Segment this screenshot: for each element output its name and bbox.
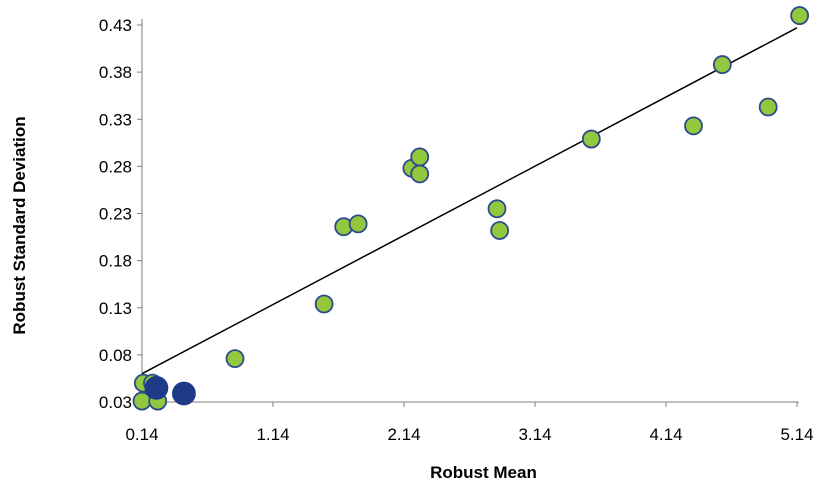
highlight-data-point (172, 381, 196, 406)
y-tick-label: 0.23 (99, 205, 132, 224)
highlight-data-point (144, 375, 169, 400)
data-point (684, 116, 703, 136)
data-point (490, 221, 510, 240)
y-tick-label: 0.13 (99, 299, 132, 318)
x-tick-label: 4.14 (649, 425, 682, 444)
y-tick-label: 0.08 (99, 346, 132, 365)
data-point (790, 6, 810, 25)
axes (141, 19, 799, 403)
x-tick-label: 1.14 (256, 425, 289, 444)
y-tick-label: 0.43 (99, 16, 132, 35)
data-points (132, 6, 810, 411)
x-axis-ticks: 0.14 1.14 2.14 3.14 4.14 5.14 (125, 402, 814, 444)
x-tick-label: 5.14 (780, 425, 813, 444)
y-tick-label: 0.33 (99, 110, 132, 129)
y-tick-label: 0.18 (99, 252, 132, 271)
y-axis-ticks: 0.03 0.08 0.13 0.18 0.23 0.28 0.33 0.38 0.43 (99, 16, 142, 412)
data-point (410, 147, 430, 167)
x-axis-title: Robust Mean (430, 463, 537, 482)
x-tick-label: 3.14 (518, 425, 551, 444)
y-axis-title: Robust Standard Deviation (10, 116, 29, 334)
x-tick-label: 2.14 (387, 425, 420, 444)
y-tick-label: 0.03 (99, 393, 132, 412)
data-point (758, 97, 778, 117)
data-point (410, 164, 430, 184)
data-point (581, 129, 601, 149)
data-point (225, 349, 245, 369)
data-point (712, 55, 732, 74)
data-point (314, 294, 334, 314)
y-tick-label: 0.38 (99, 63, 132, 82)
data-point (348, 214, 368, 234)
x-tick-label: 0.14 (125, 425, 158, 444)
trendline-group (141, 27, 798, 375)
y-tick-label: 0.28 (99, 157, 132, 176)
trendline (141, 27, 798, 375)
data-point (487, 199, 507, 219)
